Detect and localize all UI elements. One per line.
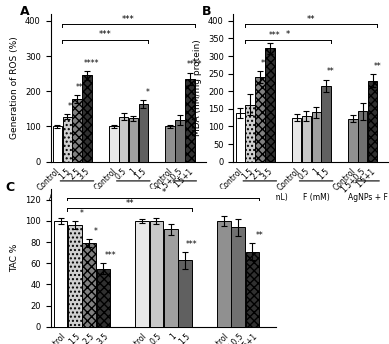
Text: ****: **** (84, 59, 100, 68)
Bar (302, 116, 311, 162)
Text: *: * (286, 30, 290, 39)
Text: **: ** (256, 231, 263, 240)
Bar (217, 221, 231, 327)
Text: **: ** (327, 67, 335, 76)
Bar (96, 269, 110, 327)
Y-axis label: Generation of ROS (%): Generation of ROS (%) (11, 36, 19, 139)
Bar (150, 221, 163, 327)
Text: ****: **** (187, 60, 202, 69)
Text: **: ** (307, 14, 315, 23)
Bar (54, 221, 67, 327)
Text: ***: *** (186, 240, 198, 249)
Text: AgNPs (ug/mL): AgNPs (ug/mL) (231, 193, 288, 202)
Bar (358, 111, 368, 162)
Bar (265, 48, 275, 162)
Text: ***: *** (269, 31, 280, 40)
Text: ***: *** (105, 251, 116, 260)
Bar (135, 221, 149, 327)
Text: AgNPs + F: AgNPs + F (165, 193, 205, 202)
Text: B: B (202, 5, 212, 18)
Bar (68, 225, 82, 327)
Bar (236, 113, 245, 162)
Bar (292, 118, 301, 162)
Text: **: ** (261, 58, 269, 67)
Bar (321, 86, 331, 162)
Text: ***: *** (122, 14, 135, 23)
Text: *: * (80, 209, 84, 218)
Text: **: ** (68, 101, 76, 110)
Bar (164, 229, 178, 327)
Bar (165, 127, 175, 162)
Text: F (mM): F (mM) (303, 193, 329, 202)
Text: C: C (5, 181, 14, 194)
Text: *: * (94, 227, 98, 236)
Bar (82, 243, 96, 327)
Bar (245, 252, 259, 327)
Text: ***: *** (76, 83, 88, 92)
Text: ***: *** (99, 30, 112, 39)
Text: *: * (161, 188, 165, 197)
Text: AgNPs + F: AgNPs + F (347, 193, 387, 202)
Bar (231, 227, 245, 327)
Bar (82, 75, 92, 162)
Bar (245, 105, 255, 162)
Text: **: ** (125, 198, 134, 207)
Y-axis label: TAC %: TAC % (11, 244, 19, 272)
Text: *: * (146, 88, 150, 97)
Y-axis label: MDA (nM/mg protein): MDA (nM/mg protein) (193, 39, 202, 136)
Bar (72, 99, 82, 162)
Bar (312, 112, 321, 162)
Text: **: ** (373, 62, 381, 71)
Bar (175, 120, 185, 162)
Bar (255, 77, 265, 162)
Bar (348, 119, 357, 162)
Text: F (mM): F (mM) (120, 193, 147, 202)
Bar (129, 118, 138, 162)
Text: AgNPs (ug/mL): AgNPs (ug/mL) (49, 193, 105, 202)
Bar (185, 79, 194, 162)
Text: A: A (19, 5, 29, 18)
Bar (138, 104, 148, 162)
Bar (368, 81, 377, 162)
Bar (178, 260, 192, 327)
Bar (119, 117, 128, 162)
Bar (109, 127, 119, 162)
Bar (53, 127, 62, 162)
Bar (63, 117, 72, 162)
